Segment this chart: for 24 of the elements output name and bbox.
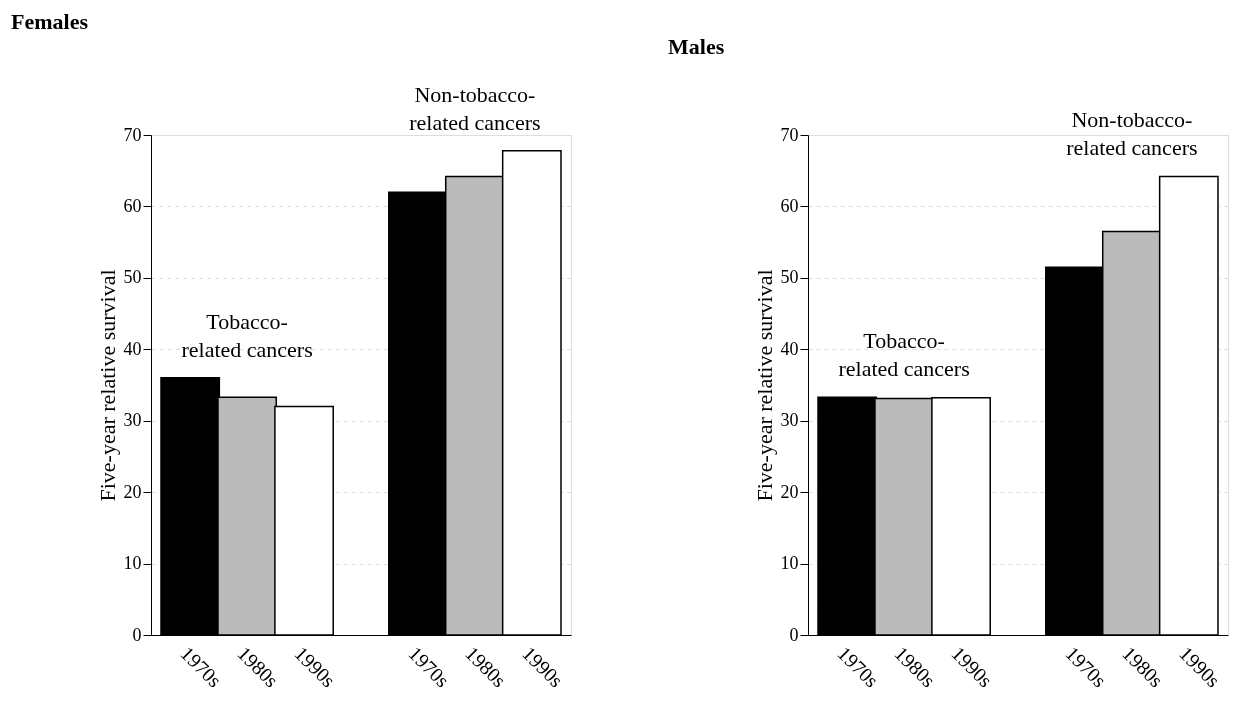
- annotation: Non-tobacco- related cancers: [1066, 107, 1198, 161]
- y-axis-title: Five-year relative survival: [751, 269, 777, 502]
- y-tick-label: 30: [780, 410, 799, 431]
- y-tick-label: 40: [780, 338, 799, 359]
- y-tick-label: 0: [789, 624, 799, 645]
- y-tick-label: 50: [780, 267, 799, 288]
- y-tick-label: 10: [123, 553, 142, 574]
- y-tick-label: 0: [132, 624, 142, 645]
- y-tick-label: 20: [780, 481, 799, 502]
- chart-title: Females: [11, 8, 89, 34]
- text: Non-tobacco- related cancers: [409, 81, 541, 135]
- y-tick-label: 60: [123, 195, 142, 216]
- y-tick-label: 50: [123, 267, 142, 288]
- y-tick-label: 60: [780, 195, 799, 216]
- y-tick-label: 40: [123, 338, 142, 359]
- y-tick-label: 20: [123, 481, 142, 502]
- chart-title: Males: [668, 34, 725, 60]
- y-axis-title: Five-year relative survival: [94, 269, 120, 502]
- annotation: Tobacco- related cancers: [838, 328, 970, 382]
- y-tick-label: 30: [123, 410, 142, 431]
- y-tick-label: 70: [780, 124, 799, 145]
- y-tick-label: 10: [780, 553, 799, 574]
- annotation: Tobacco- related cancers: [181, 308, 313, 362]
- y-tick-label: 70: [123, 124, 142, 145]
